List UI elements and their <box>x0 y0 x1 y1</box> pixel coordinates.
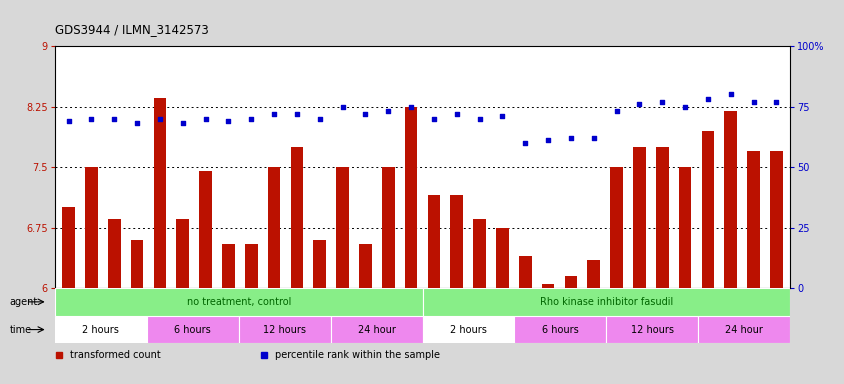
Bar <box>85 167 98 288</box>
Point <box>769 99 782 105</box>
Bar <box>450 195 463 288</box>
Bar <box>701 131 713 288</box>
Bar <box>587 260 599 288</box>
Point <box>244 116 257 122</box>
Bar <box>55 316 147 343</box>
Point <box>176 121 189 127</box>
Bar <box>336 167 349 288</box>
Text: no treatment, control: no treatment, control <box>187 297 290 307</box>
Bar <box>404 106 417 288</box>
Text: percentile rank within the sample: percentile rank within the sample <box>275 350 440 360</box>
Point <box>541 137 555 144</box>
Point <box>335 104 349 110</box>
Text: transformed count: transformed count <box>69 350 160 360</box>
Point <box>153 116 166 122</box>
Bar <box>606 316 697 343</box>
Point <box>289 111 303 117</box>
Bar <box>268 167 280 288</box>
Point <box>267 111 280 117</box>
Bar <box>746 151 759 288</box>
Point <box>403 104 417 110</box>
Bar <box>131 240 143 288</box>
Bar <box>541 284 554 288</box>
Text: 6 hours: 6 hours <box>541 324 578 334</box>
Bar <box>313 240 326 288</box>
Point <box>678 104 691 110</box>
Text: GDS3944 / ILMN_3142573: GDS3944 / ILMN_3142573 <box>55 23 208 36</box>
Bar <box>176 220 189 288</box>
Bar <box>422 316 514 343</box>
Bar <box>697 316 789 343</box>
Point <box>655 99 668 105</box>
Bar <box>632 147 645 288</box>
Point <box>130 121 143 127</box>
Bar <box>222 243 235 288</box>
Bar <box>514 316 606 343</box>
Bar <box>62 207 75 288</box>
Bar <box>655 147 668 288</box>
Bar <box>609 167 622 288</box>
Point <box>84 116 98 122</box>
Bar <box>239 316 330 343</box>
Bar <box>55 288 422 316</box>
Bar <box>330 316 422 343</box>
Point <box>381 108 394 114</box>
Text: agent: agent <box>9 297 37 307</box>
Bar <box>564 276 576 288</box>
Point <box>723 91 737 98</box>
Text: 12 hours: 12 hours <box>262 324 306 334</box>
Bar <box>769 151 782 288</box>
Bar <box>147 316 239 343</box>
Bar <box>422 288 789 316</box>
Bar <box>473 220 485 288</box>
Bar <box>678 167 690 288</box>
Point <box>746 99 760 105</box>
Point <box>198 116 212 122</box>
Text: 2 hours: 2 hours <box>450 324 486 334</box>
Point <box>564 135 577 141</box>
Point <box>450 111 463 117</box>
Point <box>358 111 371 117</box>
Bar <box>518 256 531 288</box>
Text: time: time <box>9 324 31 334</box>
Point <box>518 140 532 146</box>
Point <box>473 116 486 122</box>
Point <box>221 118 235 124</box>
Point <box>312 116 326 122</box>
Text: 24 hour: 24 hour <box>357 324 395 334</box>
Point <box>107 116 121 122</box>
Point <box>609 108 623 114</box>
Point <box>495 113 509 119</box>
Bar <box>495 227 508 288</box>
Bar <box>154 98 166 288</box>
Text: 24 hour: 24 hour <box>724 324 762 334</box>
Bar <box>381 167 394 288</box>
Text: Rho kinase inhibitor fasudil: Rho kinase inhibitor fasudil <box>539 297 672 307</box>
Text: 6 hours: 6 hours <box>174 324 211 334</box>
Bar <box>723 111 736 288</box>
Text: 12 hours: 12 hours <box>630 324 673 334</box>
Bar <box>108 220 121 288</box>
Bar <box>359 243 371 288</box>
Text: 2 hours: 2 hours <box>83 324 119 334</box>
Bar <box>245 243 257 288</box>
Point <box>427 116 441 122</box>
Point <box>62 118 75 124</box>
Point <box>701 96 714 103</box>
Point <box>587 135 600 141</box>
Bar <box>427 195 440 288</box>
Bar <box>290 147 303 288</box>
Point <box>632 101 646 107</box>
Bar <box>199 171 212 288</box>
